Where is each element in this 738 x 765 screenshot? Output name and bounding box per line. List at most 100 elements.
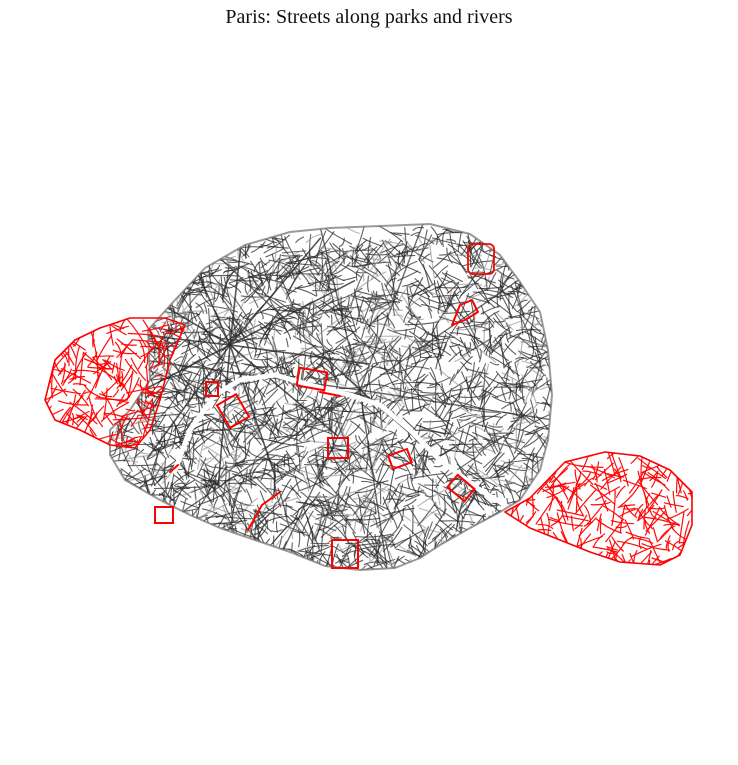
street-segment bbox=[500, 460, 531, 471]
street-segment bbox=[338, 544, 349, 558]
street-segment bbox=[117, 543, 133, 547]
street-segment bbox=[656, 466, 668, 479]
street-segment bbox=[172, 237, 209, 241]
street-segment bbox=[464, 342, 471, 358]
street-segment bbox=[198, 565, 218, 570]
street-segment bbox=[306, 429, 331, 441]
street-segment bbox=[414, 278, 434, 296]
street-segment bbox=[694, 527, 702, 537]
street-segment bbox=[45, 444, 60, 448]
street-segment bbox=[465, 548, 502, 554]
street-segment bbox=[528, 454, 550, 460]
street-segment bbox=[514, 363, 522, 393]
street-segment bbox=[494, 389, 515, 399]
street-segment bbox=[282, 419, 295, 427]
street-segment bbox=[158, 386, 185, 397]
street-segment bbox=[419, 487, 438, 507]
street-segment bbox=[256, 557, 259, 570]
street-segment bbox=[438, 547, 443, 570]
street-segment bbox=[502, 382, 526, 401]
street-segment bbox=[206, 348, 238, 368]
street-segment bbox=[301, 471, 310, 492]
street-segment bbox=[206, 566, 218, 570]
street-segment bbox=[116, 495, 125, 524]
street-segment bbox=[308, 274, 337, 293]
street-segment bbox=[355, 271, 367, 274]
street-segment bbox=[355, 504, 377, 514]
street-segment bbox=[245, 308, 253, 332]
street-segment bbox=[175, 557, 186, 570]
street-segment bbox=[648, 538, 661, 564]
street-segment bbox=[432, 251, 452, 269]
street-segment bbox=[461, 516, 464, 538]
street-segment bbox=[313, 502, 327, 538]
street-segment bbox=[678, 511, 685, 544]
street-segment bbox=[217, 284, 225, 293]
street-segment bbox=[287, 552, 299, 570]
street-segment bbox=[575, 489, 597, 514]
street-segment bbox=[611, 489, 616, 527]
street-segment bbox=[530, 370, 543, 399]
street-segment bbox=[144, 534, 154, 542]
street-segment bbox=[138, 295, 159, 315]
street-segment bbox=[551, 406, 552, 437]
street-segment bbox=[524, 534, 532, 557]
street-segment bbox=[287, 568, 310, 570]
street-segment bbox=[491, 568, 496, 570]
street-segment bbox=[343, 410, 377, 414]
street-segment bbox=[146, 228, 171, 254]
street-segment bbox=[313, 303, 330, 318]
street-segment bbox=[111, 246, 114, 258]
street-segment bbox=[366, 508, 373, 542]
street-segment bbox=[292, 530, 307, 534]
street-segment bbox=[483, 320, 487, 349]
street-segment bbox=[221, 539, 239, 564]
street-segment bbox=[356, 344, 386, 366]
street-segment bbox=[554, 307, 565, 309]
street-segment bbox=[406, 316, 424, 320]
street-segment bbox=[494, 269, 507, 279]
street-segment bbox=[185, 437, 199, 457]
street-segment bbox=[519, 310, 524, 335]
street-segment bbox=[175, 485, 205, 488]
street-segment bbox=[551, 324, 552, 361]
street-segment bbox=[382, 534, 395, 539]
street-segment bbox=[408, 538, 413, 550]
boulevard-segment bbox=[359, 389, 552, 425]
street-segment bbox=[365, 489, 368, 501]
street-segment bbox=[524, 529, 527, 550]
street-segment bbox=[233, 555, 250, 570]
street-segment bbox=[483, 529, 498, 547]
street-segment bbox=[397, 440, 414, 467]
street-segment bbox=[250, 275, 267, 296]
street-segment bbox=[459, 542, 489, 561]
street-segment bbox=[626, 567, 632, 573]
street-segment bbox=[137, 341, 159, 370]
street-segment bbox=[681, 457, 687, 470]
street-segment bbox=[411, 472, 445, 479]
street-segment bbox=[508, 544, 521, 564]
street-segment bbox=[322, 504, 352, 510]
street-segment bbox=[519, 562, 551, 565]
street-segment bbox=[388, 347, 403, 357]
street-segment bbox=[175, 538, 202, 552]
street-segment bbox=[67, 332, 70, 367]
street-segment bbox=[242, 561, 265, 570]
street-segment bbox=[170, 260, 193, 286]
street-segment bbox=[165, 239, 169, 251]
street-segment bbox=[464, 561, 485, 570]
street-segment bbox=[222, 460, 227, 497]
street-segment bbox=[112, 520, 134, 539]
street-segment bbox=[412, 354, 417, 366]
street-segment bbox=[134, 249, 143, 260]
street-segment bbox=[424, 555, 427, 570]
street-segment bbox=[457, 356, 473, 374]
street-segment bbox=[538, 562, 556, 565]
street-segment bbox=[275, 268, 292, 280]
street-segment bbox=[119, 540, 142, 556]
street-segment bbox=[388, 430, 397, 437]
street-segment bbox=[629, 553, 636, 565]
street-segment bbox=[473, 226, 494, 236]
street-segment bbox=[195, 535, 204, 560]
street-segment bbox=[462, 424, 471, 455]
